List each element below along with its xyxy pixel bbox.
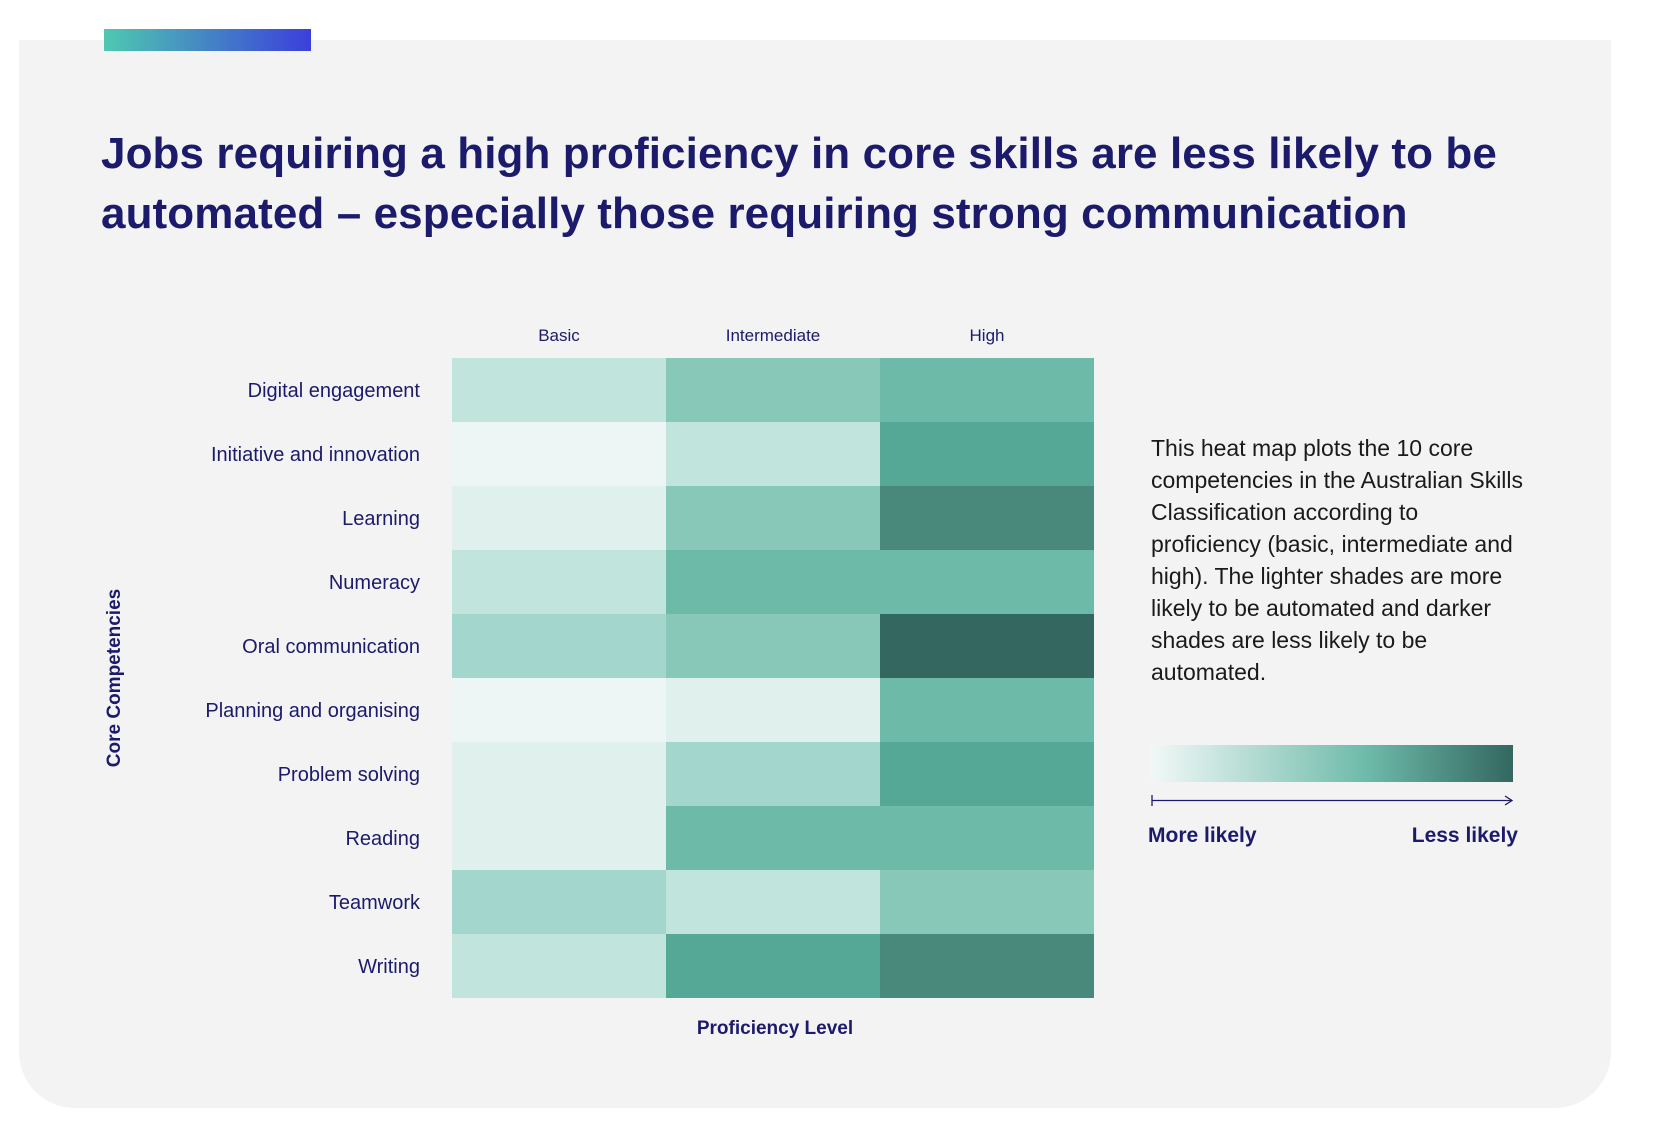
- legend-color-scale: [1151, 745, 1513, 782]
- heatmap-cell-learning-basic: [452, 486, 666, 550]
- heatmap-cell-problem-solving-high: [880, 742, 1094, 806]
- heatmap-cell-planning-and-organising-intermediate: [666, 678, 880, 742]
- heatmap-cell-teamwork-intermediate: [666, 870, 880, 934]
- row-label-digital-engagement: Digital engagement: [248, 380, 421, 402]
- heatmap-cell-problem-solving-basic: [452, 742, 666, 806]
- heatmap-cell-reading-basic: [452, 806, 666, 870]
- heatmap-cell-planning-and-organising-high: [880, 678, 1094, 742]
- y-axis-title: Core Competencies: [104, 589, 125, 767]
- accent-bar: [104, 29, 311, 51]
- row-label-planning-and-organising: Planning and organising: [205, 700, 420, 722]
- row-label-numeracy: Numeracy: [329, 572, 420, 594]
- heatmap-cell-reading-intermediate: [666, 806, 880, 870]
- heatmap-cell-teamwork-basic: [452, 870, 666, 934]
- row-label-oral-communication: Oral communication: [242, 636, 420, 658]
- legend-label-less-likely: Less likely: [1411, 824, 1518, 847]
- heatmap-cell-learning-intermediate: [666, 486, 880, 550]
- chart-title: Jobs requiring a high proficiency in cor…: [101, 129, 1497, 238]
- heatmap-cell-oral-communication-high: [880, 614, 1094, 678]
- chart-description: This heat map plots the 10 core competen…: [1151, 435, 1524, 685]
- heatmap-cell-digital-engagement-basic: [452, 358, 666, 422]
- row-label-teamwork: Teamwork: [329, 892, 421, 914]
- row-label-learning: Learning: [342, 508, 420, 530]
- legend-arrow: [1151, 795, 1514, 806]
- heatmap-cell-initiative-and-innovation-high: [880, 422, 1094, 486]
- heatmap-cell-numeracy-high: [880, 550, 1094, 614]
- row-label-writing: Writing: [358, 956, 420, 978]
- heatmap-cell-reading-high: [880, 806, 1094, 870]
- heatmap-cell-oral-communication-intermediate: [666, 614, 880, 678]
- heatmap-cell-teamwork-high: [880, 870, 1094, 934]
- heatmap-cell-initiative-and-innovation-intermediate: [666, 422, 880, 486]
- heatmap-cell-oral-communication-basic: [452, 614, 666, 678]
- column-label-high: High: [970, 326, 1005, 345]
- row-label-problem-solving: Problem solving: [278, 764, 420, 786]
- column-label-intermediate: Intermediate: [726, 326, 821, 345]
- heatmap-cell-digital-engagement-high: [880, 358, 1094, 422]
- heatmap-cell-writing-high: [880, 934, 1094, 998]
- heatmap-cell-digital-engagement-intermediate: [666, 358, 880, 422]
- heatmap-cell-problem-solving-intermediate: [666, 742, 880, 806]
- heatmap-cell-numeracy-intermediate: [666, 550, 880, 614]
- row-label-initiative-and-innovation: Initiative and innovation: [211, 444, 420, 466]
- heatmap-cell-learning-high: [880, 486, 1094, 550]
- heatmap-cell-initiative-and-innovation-basic: [452, 422, 666, 486]
- heatmap-cell-planning-and-organising-basic: [452, 678, 666, 742]
- heatmap-cell-writing-basic: [452, 934, 666, 998]
- heatmap-cell-numeracy-basic: [452, 550, 666, 614]
- column-label-basic: Basic: [538, 326, 580, 345]
- heatmap-cell-writing-intermediate: [666, 934, 880, 998]
- legend-label-more-likely: More likely: [1148, 824, 1257, 847]
- x-axis-title: Proficiency Level: [697, 1018, 853, 1039]
- row-label-reading: Reading: [345, 828, 420, 850]
